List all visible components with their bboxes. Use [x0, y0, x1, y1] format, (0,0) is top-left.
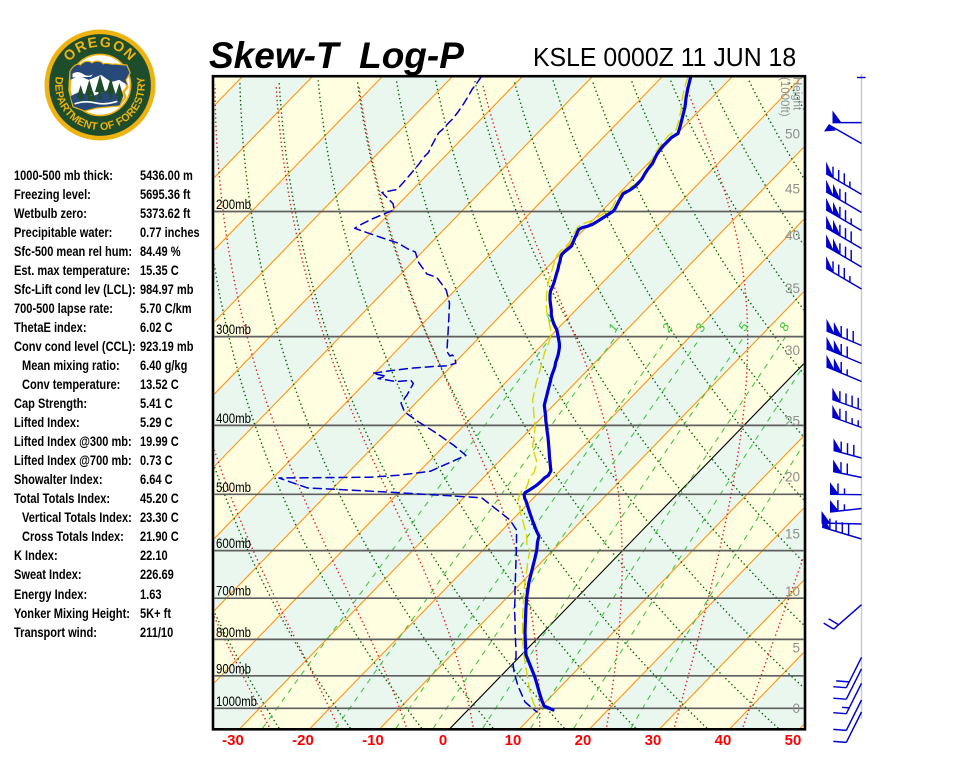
svg-text:40: 40	[785, 228, 800, 243]
svg-text:Height: Height	[791, 77, 803, 111]
svg-text:10: 10	[785, 584, 800, 599]
svg-text:500mb: 500mb	[216, 480, 251, 495]
svg-text:20: 20	[785, 470, 800, 485]
svg-text:50: 50	[785, 732, 802, 749]
svg-text:700mb: 700mb	[216, 584, 251, 599]
svg-text:45: 45	[785, 182, 800, 197]
svg-text:20: 20	[575, 732, 592, 749]
svg-text:(1000ft): (1000ft)	[778, 77, 790, 117]
svg-text:-10: -10	[362, 732, 384, 749]
svg-text:200mb: 200mb	[216, 197, 251, 212]
svg-text:30: 30	[645, 732, 662, 749]
svg-text:0: 0	[439, 732, 447, 749]
svg-text:15: 15	[785, 527, 800, 542]
svg-text:-30: -30	[222, 732, 244, 749]
svg-text:35: 35	[785, 281, 800, 296]
svg-text:10: 10	[505, 732, 522, 749]
svg-text:30: 30	[785, 343, 800, 358]
svg-text:0: 0	[792, 701, 800, 716]
svg-text:900mb: 900mb	[216, 661, 251, 676]
svg-text:1000mb: 1000mb	[216, 694, 257, 709]
svg-text:5: 5	[792, 641, 800, 656]
svg-text:50: 50	[785, 127, 800, 142]
svg-text:40: 40	[715, 732, 732, 749]
svg-text:800mb: 800mb	[216, 625, 251, 640]
svg-text:600mb: 600mb	[216, 536, 251, 551]
svg-text:300mb: 300mb	[216, 322, 251, 337]
svg-text:400mb: 400mb	[216, 411, 251, 426]
svg-text:-20: -20	[292, 732, 314, 749]
svg-text:25: 25	[785, 414, 800, 429]
